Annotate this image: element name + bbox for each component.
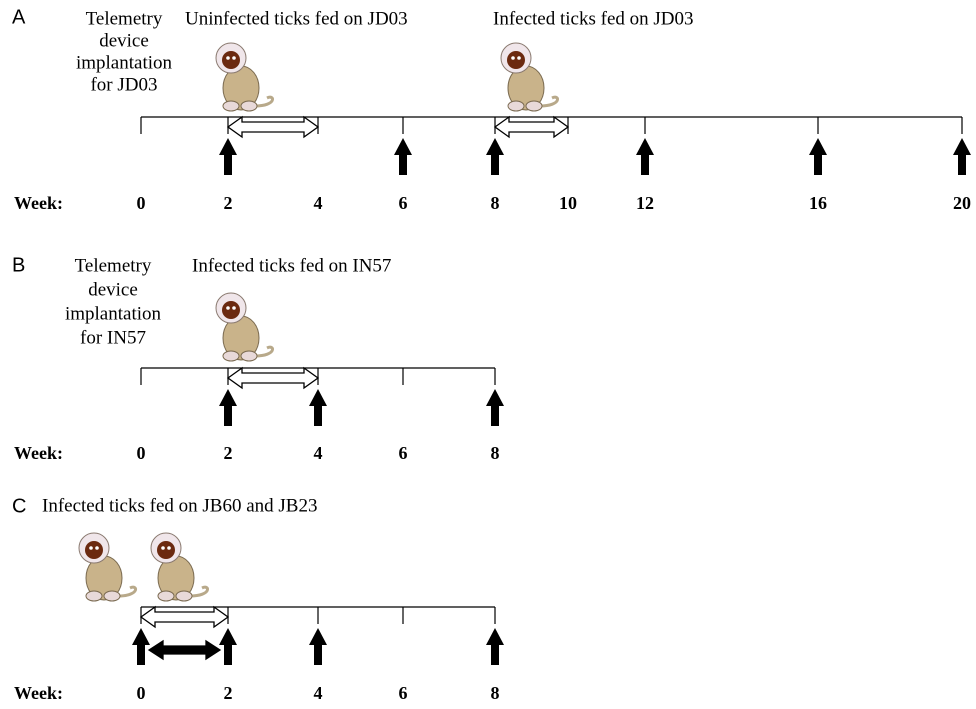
monkey-leg bbox=[241, 101, 257, 111]
week-number: 8 bbox=[491, 193, 500, 213]
week-number: 6 bbox=[399, 193, 408, 213]
monkey-face bbox=[222, 51, 240, 69]
monkey-eye bbox=[161, 546, 165, 550]
week-number: 2 bbox=[224, 443, 233, 463]
monkey-eye bbox=[517, 56, 521, 60]
solid-double-arrow bbox=[149, 641, 220, 659]
week-label: Week: bbox=[14, 683, 63, 703]
monkey-icon bbox=[501, 43, 558, 111]
up-arrow bbox=[809, 138, 827, 175]
week-number: 4 bbox=[314, 443, 323, 463]
monkey-eye bbox=[89, 546, 93, 550]
monkey-icon bbox=[79, 533, 136, 601]
week-number: 0 bbox=[137, 193, 146, 213]
diagram: AWeek:0246810121620Telemetrydeviceimplan… bbox=[0, 0, 976, 709]
up-arrow bbox=[486, 628, 504, 665]
monkey-leg bbox=[104, 591, 120, 601]
page: AWeek:0246810121620Telemetrydeviceimplan… bbox=[0, 0, 976, 709]
caption: Infected ticks fed on JD03 bbox=[493, 8, 694, 29]
up-arrow bbox=[219, 138, 237, 175]
monkey-eye bbox=[232, 306, 236, 310]
up-arrow bbox=[486, 389, 504, 426]
monkey-eye bbox=[511, 56, 515, 60]
up-arrow bbox=[953, 138, 971, 175]
hollow-double-arrow bbox=[141, 607, 228, 627]
week-number: 12 bbox=[636, 193, 654, 213]
up-arrow bbox=[486, 138, 504, 175]
week-label: Week: bbox=[14, 193, 63, 213]
monkey-leg bbox=[176, 591, 192, 601]
caption: for JD03 bbox=[90, 74, 157, 95]
up-arrow bbox=[219, 389, 237, 426]
monkey-eye bbox=[226, 306, 230, 310]
week-number: 6 bbox=[399, 683, 408, 703]
monkey-face bbox=[222, 301, 240, 319]
monkey-tail bbox=[255, 97, 273, 106]
hollow-double-arrow bbox=[495, 117, 568, 137]
week-number: 20 bbox=[953, 193, 971, 213]
week-number: 16 bbox=[809, 193, 827, 213]
week-number: 2 bbox=[224, 683, 233, 703]
monkey-leg bbox=[86, 591, 102, 601]
up-arrow bbox=[636, 138, 654, 175]
week-number: 8 bbox=[491, 683, 500, 703]
hollow-double-arrow bbox=[228, 117, 318, 137]
caption: device bbox=[88, 279, 138, 300]
caption: Telemetry bbox=[86, 8, 163, 29]
monkey-tail bbox=[190, 587, 208, 596]
up-arrow bbox=[309, 628, 327, 665]
monkey-icon bbox=[216, 43, 273, 111]
monkey-tail bbox=[255, 347, 273, 356]
up-arrow bbox=[309, 389, 327, 426]
monkey-eye bbox=[226, 56, 230, 60]
week-number: 2 bbox=[224, 193, 233, 213]
caption: Infected ticks fed on IN57 bbox=[192, 255, 391, 276]
week-number: 6 bbox=[399, 443, 408, 463]
panel-letter: A bbox=[12, 6, 26, 28]
monkey-eye bbox=[167, 546, 171, 550]
week-number: 10 bbox=[559, 193, 577, 213]
caption: implantation bbox=[76, 52, 173, 73]
caption: Uninfected ticks fed on JD03 bbox=[185, 8, 408, 29]
week-number: 8 bbox=[491, 443, 500, 463]
up-arrow bbox=[219, 628, 237, 665]
hollow-double-arrow bbox=[228, 368, 318, 388]
monkey-eye bbox=[95, 546, 99, 550]
monkey-leg bbox=[241, 351, 257, 361]
monkey-tail bbox=[540, 97, 558, 106]
monkey-leg bbox=[223, 101, 239, 111]
monkey-leg bbox=[223, 351, 239, 361]
monkey-face bbox=[507, 51, 525, 69]
caption: device bbox=[99, 30, 149, 51]
monkey-leg bbox=[508, 101, 524, 111]
caption: Telemetry bbox=[75, 255, 152, 276]
monkey-eye bbox=[232, 56, 236, 60]
monkey-leg bbox=[526, 101, 542, 111]
monkey-icon bbox=[151, 533, 208, 601]
week-number: 4 bbox=[314, 193, 323, 213]
week-number: 0 bbox=[137, 443, 146, 463]
caption: Infected ticks fed on JB60 and JB23 bbox=[42, 495, 317, 516]
week-number: 4 bbox=[314, 683, 323, 703]
caption: implantation bbox=[65, 303, 162, 324]
week-number: 0 bbox=[137, 683, 146, 703]
monkey-icon bbox=[216, 293, 273, 361]
monkey-face bbox=[157, 541, 175, 559]
monkey-leg bbox=[158, 591, 174, 601]
week-label: Week: bbox=[14, 443, 63, 463]
panel-letter: B bbox=[12, 254, 25, 276]
caption: for IN57 bbox=[80, 327, 146, 348]
up-arrow bbox=[394, 138, 412, 175]
monkey-face bbox=[85, 541, 103, 559]
panel-letter: C bbox=[12, 495, 26, 517]
monkey-tail bbox=[118, 587, 136, 596]
up-arrow bbox=[132, 628, 150, 665]
